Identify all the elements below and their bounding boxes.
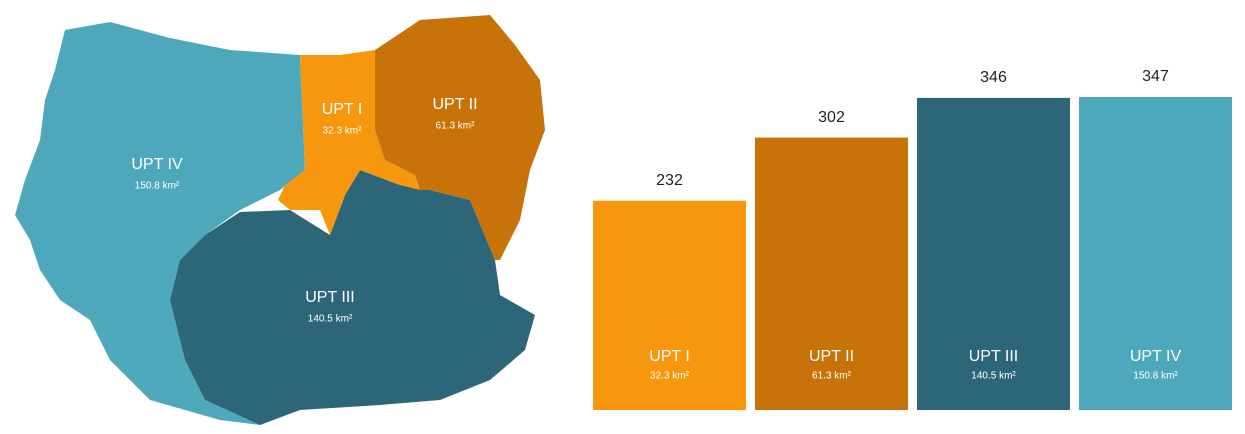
value-label: 346 (980, 69, 1007, 86)
region-name: UPT III (305, 289, 355, 306)
region (15, 22, 305, 425)
bar (917, 97, 1070, 411)
region-name: UPT IV (131, 156, 183, 173)
bar (755, 137, 908, 411)
value-label: 232 (656, 172, 683, 189)
bar-area: 150.8 km² (1133, 371, 1178, 382)
region-name: UPT I (322, 101, 363, 118)
bar-area: 140.5 km² (971, 371, 1016, 382)
region (375, 15, 545, 260)
region-area: 32.3 km² (323, 126, 363, 137)
bar-chart: 232 UPT I 32.3 km² 302 UPT II 61.3 km² 346 UPT … (593, 68, 1232, 411)
bar (593, 200, 746, 410)
region-area: 140.5 km² (308, 314, 353, 325)
region-area: 150.8 km² (135, 181, 180, 192)
bar (1079, 97, 1232, 410)
region-area: 61.3 km² (436, 121, 476, 132)
region (278, 50, 420, 235)
bar-name: UPT IV (1130, 348, 1182, 365)
value-label: 302 (818, 109, 845, 126)
bar-name: UPT I (649, 348, 690, 365)
region (170, 170, 535, 425)
bar-area: 61.3 km² (812, 371, 852, 382)
region-name: UPT II (432, 96, 477, 113)
value-label: 347 (1142, 68, 1169, 85)
map: UPT IV 150.8 km² UPT III 140.5 km² UPT I 32.3… (15, 15, 545, 425)
bar-area: 32.3 km² (650, 371, 690, 382)
bar-name: UPT III (969, 348, 1019, 365)
bar-name: UPT II (809, 348, 854, 365)
